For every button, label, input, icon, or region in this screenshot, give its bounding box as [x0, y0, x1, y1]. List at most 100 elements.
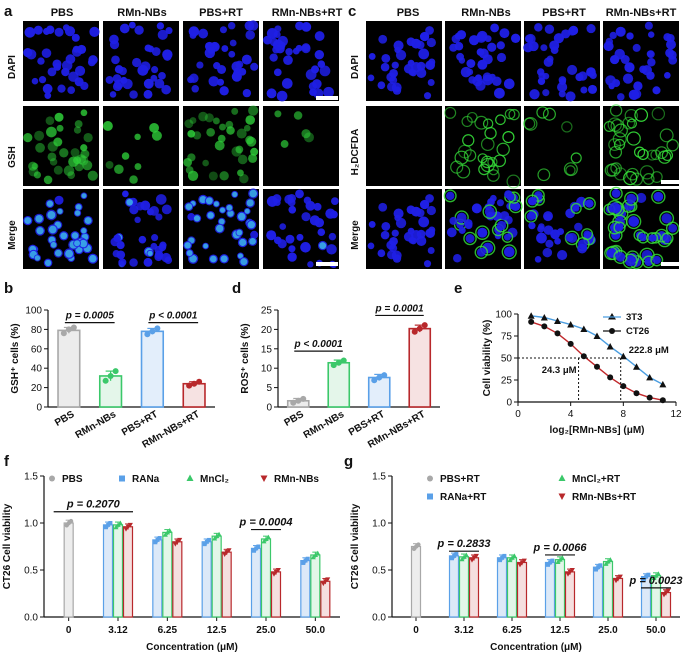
ros-signal	[495, 114, 506, 126]
nucleus	[389, 236, 398, 246]
nucleus	[606, 248, 616, 258]
legend-marker	[119, 475, 125, 482]
merge-signal	[186, 250, 193, 256]
merge-signal	[319, 242, 327, 250]
nucleus	[143, 78, 154, 89]
nucleus	[542, 89, 550, 97]
data-point	[295, 397, 302, 404]
nucleus	[314, 49, 325, 60]
gsh-signal	[53, 165, 63, 175]
data-point-ct26	[659, 397, 666, 404]
nucleus	[188, 26, 200, 37]
nucleus	[646, 71, 655, 80]
merge-signal	[126, 198, 133, 206]
data-point	[153, 540, 158, 545]
gsh-signal	[243, 124, 251, 132]
nucleus	[378, 34, 388, 44]
nucleus	[484, 206, 495, 217]
ros-signal	[609, 145, 623, 159]
ros-signal	[626, 131, 641, 146]
merge-ros-ring	[582, 197, 596, 211]
nucleus	[295, 44, 303, 52]
nucleus	[391, 82, 402, 93]
data-point	[104, 525, 108, 530]
gsh-signal	[219, 171, 229, 181]
data-point	[376, 374, 383, 381]
nucleus	[164, 256, 173, 264]
nucleus	[615, 26, 626, 37]
nucleus	[632, 43, 641, 52]
nucleus	[241, 54, 252, 65]
data-point-ct26	[607, 374, 614, 381]
nucleus	[666, 34, 675, 43]
nucleus	[558, 76, 567, 84]
significance-label: p < 0.0001	[293, 339, 343, 350]
nucleus	[499, 211, 510, 221]
nucleus	[245, 30, 255, 40]
nucleus	[510, 201, 521, 211]
nucleus	[504, 190, 513, 199]
data-point	[320, 581, 326, 587]
data-point	[157, 536, 162, 541]
y-tick-label: 0.5	[372, 566, 386, 577]
data-point-ct26	[646, 394, 653, 401]
nucleus	[235, 60, 244, 69]
merge-signal	[24, 217, 32, 225]
y-tick-label: 50	[501, 354, 513, 365]
nucleus	[274, 25, 282, 33]
nucleus	[129, 205, 139, 215]
x-tick-group: RMn-NBs	[302, 409, 347, 441]
nucleus	[301, 212, 311, 222]
bar	[327, 361, 351, 408]
nucleus	[624, 255, 636, 267]
nucleus	[67, 86, 76, 94]
gsh-signal	[80, 144, 88, 152]
x-tick-label: 6.25	[502, 625, 522, 636]
data-point-3t3	[593, 332, 601, 339]
merge-ros-ring	[501, 244, 517, 260]
merge-ros-ring	[613, 221, 626, 234]
gsh-signal	[236, 128, 247, 139]
nucleus	[110, 237, 120, 247]
data-point	[207, 537, 212, 542]
nucleus	[285, 48, 293, 56]
bar	[63, 522, 74, 618]
merge-signal	[46, 200, 54, 207]
data-point	[191, 380, 198, 387]
data-point	[555, 559, 561, 565]
nucleus	[652, 86, 661, 95]
data-point	[305, 556, 310, 561]
ros-signal	[651, 107, 666, 121]
bar	[201, 541, 212, 618]
y-tick-label: 0.5	[24, 566, 38, 577]
nucleus	[143, 257, 153, 267]
nucleus	[41, 48, 52, 58]
merge-signal	[227, 210, 234, 217]
bar	[496, 557, 508, 618]
ros-signal	[661, 149, 674, 162]
nucleus	[367, 242, 375, 250]
nucleus	[368, 220, 376, 228]
legend-marker	[427, 475, 433, 482]
scale-bar	[661, 180, 681, 184]
nucleus	[54, 27, 64, 37]
gsh-signal	[47, 152, 57, 162]
nucleus	[426, 37, 436, 48]
nucleus	[628, 216, 640, 227]
x-tick-label: 12	[670, 409, 682, 420]
legend-marker	[186, 474, 194, 481]
gsh-signal	[78, 155, 89, 166]
significance-label: p = 0.0001	[374, 303, 424, 314]
nucleus	[526, 212, 536, 221]
merge-ros-ring	[482, 204, 498, 219]
nucleus	[580, 86, 588, 94]
merge-signal	[232, 191, 238, 197]
y-tick-label: 1.5	[372, 472, 386, 483]
merge-signal	[74, 210, 81, 216]
nucleus	[114, 65, 124, 74]
significance-label: p = 0.0066	[533, 542, 588, 554]
gsh-signal	[49, 158, 58, 166]
data-point	[598, 563, 603, 568]
data-point	[565, 572, 571, 577]
nucleus	[279, 223, 287, 230]
